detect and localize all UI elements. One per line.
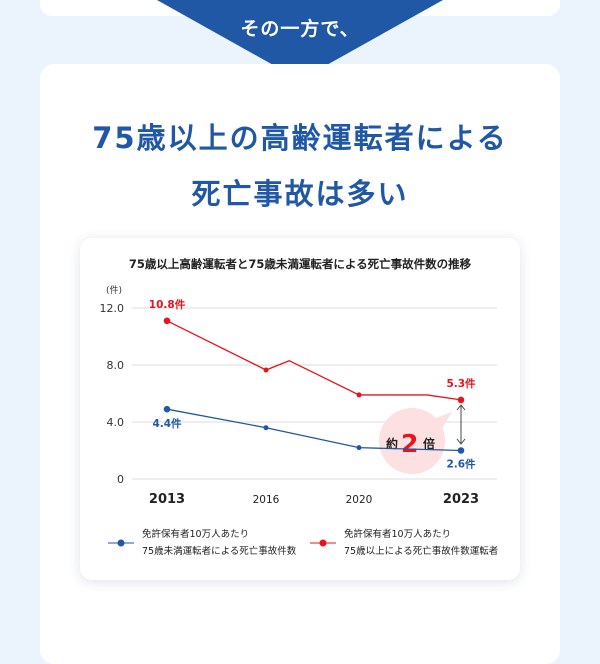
data-point — [163, 405, 171, 413]
x-tick-label: 2023 — [443, 492, 479, 507]
x-tick-label: 2016 — [253, 494, 280, 506]
y-tick-label: 0 — [117, 473, 124, 486]
legend-line2: 75歳以上による死亡事故件数運転者 — [344, 546, 499, 557]
data-label: 10.8件 — [149, 298, 186, 311]
data-point — [457, 447, 465, 454]
legend-marker-red — [310, 539, 336, 547]
legend-item-under75: 免許保有者10万人あたり 75歳未満運転者による死亡事故件数 — [108, 526, 296, 560]
banner-text: その一方で、 — [240, 18, 360, 40]
data-point — [356, 445, 362, 451]
ratio-bubble — [379, 408, 445, 474]
heading-line-2: 死亡事故は多い — [191, 177, 409, 211]
data-point — [263, 367, 269, 373]
x-tick-label: 2013 — [149, 492, 185, 507]
legend-line2: 75歳未満運転者による死亡事故件数 — [142, 546, 297, 557]
legend-line1: 免許保有者10万人あたり — [142, 529, 250, 540]
data-label: 4.4件 — [152, 417, 182, 430]
y-tick-label: 8.0 — [107, 359, 125, 372]
series-line-1 — [166, 320, 462, 401]
data-point — [457, 396, 465, 404]
annotation-number: 2 — [401, 429, 418, 458]
series-line-0 — [166, 408, 462, 452]
double-arrow-icon — [456, 404, 466, 445]
data-label: 2.6件 — [446, 458, 476, 471]
y-axis-unit: (件) — [106, 284, 122, 296]
legend-marker-blue — [108, 539, 134, 547]
legend-item-75plus: 免許保有者10万人あたり 75歳以上による死亡事故件数運転者 — [310, 526, 498, 560]
y-tick-label: 4.0 — [107, 416, 125, 429]
x-tick-label: 2020 — [346, 494, 373, 506]
annotation-suffix: 倍 — [423, 436, 435, 451]
data-point — [356, 392, 362, 398]
legend-line1: 免許保有者10万人あたり — [344, 529, 452, 540]
chart-title: 75歳以上高齢運転者と75歳未満運転者による死亡事故件数の推移 — [129, 257, 472, 271]
banner-arrow — [157, 0, 443, 80]
line-chart: 75歳以上高齢運転者と75歳未満運転者による死亡事故件数の推移 (件) 0 4.0 8.… — [100, 257, 497, 507]
annotation-prefix: 約 — [386, 436, 398, 451]
data-point — [263, 425, 269, 431]
page-heading: 75歳以上の高齢運転者による 死亡事故は多い — [0, 110, 600, 222]
chart-card — [80, 238, 520, 580]
heading-line-1: 75歳以上の高齢運転者による — [92, 121, 508, 155]
y-tick-label: 12.0 — [100, 302, 125, 315]
data-label: 5.3件 — [446, 377, 476, 390]
data-point — [163, 317, 171, 325]
